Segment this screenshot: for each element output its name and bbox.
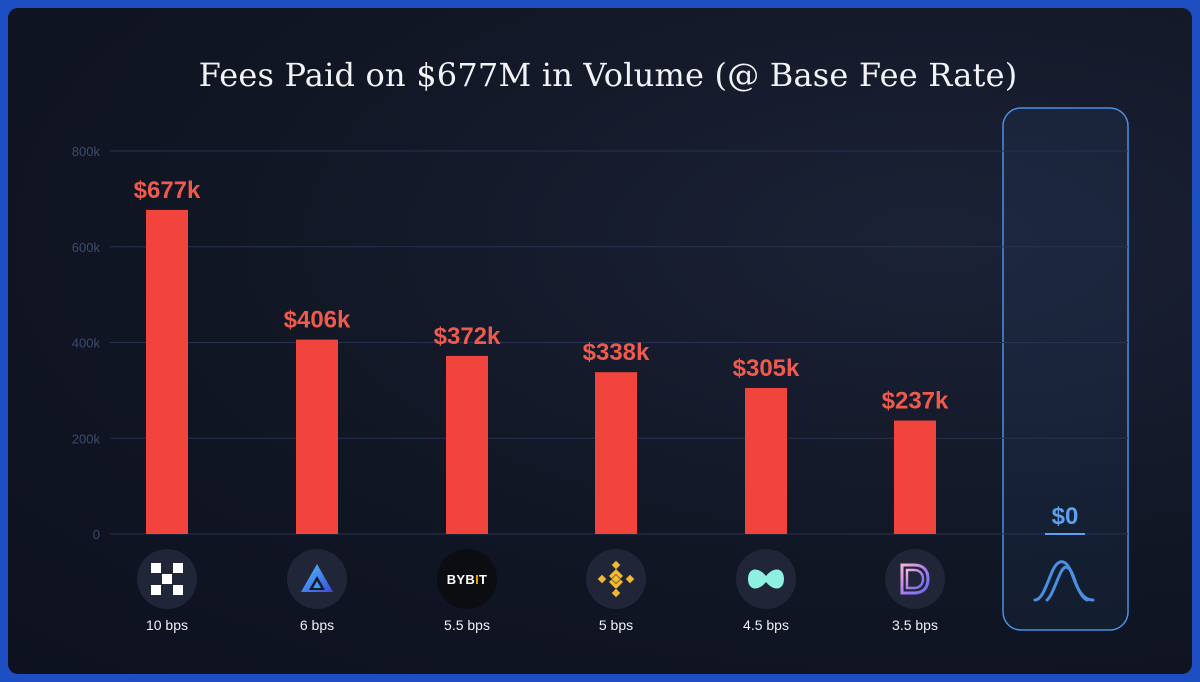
bybit-text-b: I (475, 571, 480, 587)
bybit-text-c: T (479, 571, 488, 587)
bar (595, 372, 637, 534)
bar (296, 339, 338, 534)
highlight-panel (1002, 107, 1129, 631)
value-label: $0 (1052, 503, 1079, 530)
y-tick-label: 400k (72, 336, 101, 351)
bar (446, 355, 488, 534)
bar (894, 420, 936, 534)
value-label: $406k (284, 307, 351, 334)
value-label: $237k (882, 388, 949, 415)
category-label-2: 5.5 bps (444, 617, 490, 633)
bar (745, 387, 787, 534)
gemini-triangle-logo-icon (287, 549, 347, 609)
y-tick-label: 600k (72, 240, 101, 255)
okx-logo-icon (137, 549, 197, 609)
value-label: $372k (434, 323, 501, 350)
category-label-5: 3.5 bps (892, 617, 938, 633)
binance-logo-icon (586, 549, 646, 609)
y-tick-label: 800k (72, 144, 101, 159)
bybit-text-a: BYB (446, 571, 476, 587)
y-tick-label: 200k (72, 431, 101, 446)
bybit-logo-icon: BYBIT (437, 549, 497, 609)
value-label: $338k (583, 339, 650, 366)
bar (146, 209, 188, 535)
layered-d-logo-icon (885, 549, 945, 609)
category-label-1: 6 bps (299, 617, 335, 633)
value-label: $305k (733, 355, 800, 382)
category-label-0: 10 bps (145, 617, 189, 633)
swirl-logo-icon (736, 549, 796, 609)
y-tick-label: 0 (93, 527, 100, 542)
category-label-4: 4.5 bps (743, 617, 789, 633)
value-label: $677k (134, 177, 201, 204)
category-label-3: 5 bps (598, 617, 634, 633)
chart-title: Fees Paid on $677M in Volume (@ Base Fee… (198, 56, 1018, 94)
mountain-wave-logo-icon (1032, 556, 1096, 604)
